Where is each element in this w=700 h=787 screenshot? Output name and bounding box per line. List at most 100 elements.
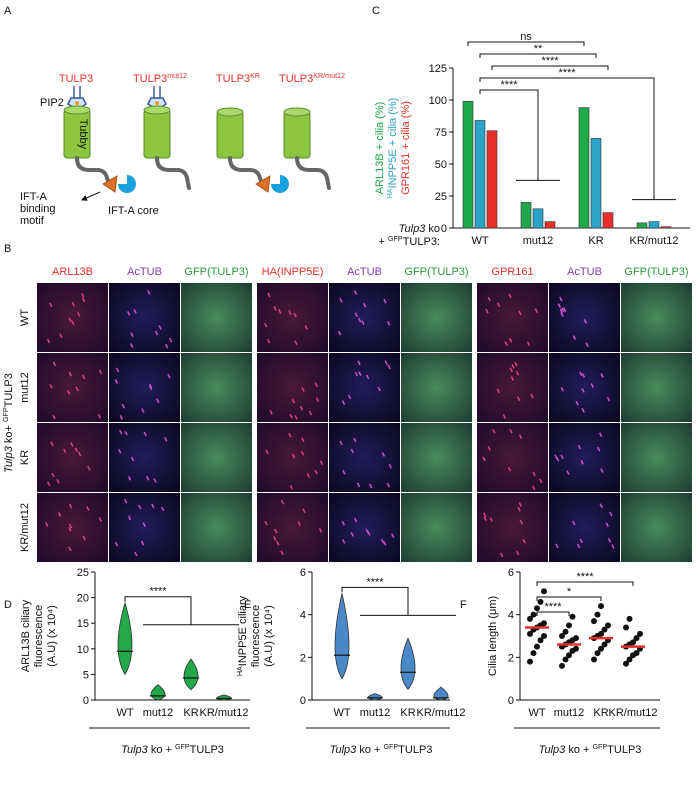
- n-terminal-tail: [75, 156, 331, 190]
- micrograph: [401, 283, 472, 352]
- data-point: [598, 603, 604, 610]
- significance-label: ****: [366, 576, 384, 588]
- cilium: [509, 428, 513, 434]
- cilium: [511, 363, 515, 369]
- motif-label: binding: [20, 203, 55, 215]
- column-header: GFP(TULP3): [184, 266, 248, 278]
- column-header: GFP(TULP3): [624, 266, 688, 278]
- violin: [216, 694, 232, 701]
- construct-label: TULP3KR/mut12: [279, 72, 345, 85]
- data-point: [559, 633, 565, 639]
- cilium: [577, 444, 582, 450]
- text-part: TULP3:: [403, 236, 440, 248]
- significance-bracket: [479, 89, 539, 181]
- cilium: [380, 539, 385, 544]
- cilium: [391, 533, 395, 539]
- y-axis-label: (A.U) (x 10⁴): [263, 605, 275, 667]
- cilium: [357, 360, 361, 366]
- cilium: [158, 325, 162, 330]
- data-point: [534, 605, 540, 612]
- x-tick-label: WT: [116, 707, 133, 719]
- micrograph: [37, 353, 108, 422]
- cilium: [358, 371, 362, 377]
- text-part: TULP3: [190, 744, 224, 756]
- micrograph: [37, 423, 108, 492]
- text-part: GFP: [383, 743, 398, 751]
- micrograph: [477, 283, 548, 352]
- data-point: [598, 630, 604, 637]
- cilium: [293, 312, 297, 318]
- micrograph: [621, 423, 692, 492]
- data-point: [626, 615, 633, 622]
- cilium: [356, 482, 361, 488]
- cilium: [306, 473, 310, 478]
- x-tick-label: WT: [528, 707, 545, 719]
- text-part: GPR161 + cilia (%): [400, 101, 412, 195]
- data-point: [527, 658, 533, 665]
- text-part: fluorescence: [250, 605, 262, 667]
- cilium: [572, 335, 577, 340]
- side-label: Tulp3 ko+ GFPTULP3: [2, 373, 15, 473]
- data-point: [566, 622, 572, 629]
- cilium: [318, 527, 323, 533]
- cilium: [280, 499, 285, 505]
- cilium: [127, 515, 132, 521]
- cilium: [504, 341, 508, 346]
- y-axis-label: HAINPP5E ciliary: [236, 595, 249, 676]
- cilium: [386, 482, 390, 488]
- text-part: KR/mut12: [313, 72, 345, 80]
- text-part: HA: [386, 188, 394, 198]
- cilium: [514, 361, 518, 367]
- data-point: [537, 637, 544, 644]
- cilium: [127, 476, 132, 481]
- ift-a-binding-motif: [102, 175, 271, 193]
- text-part: KR: [250, 72, 260, 80]
- significance-bracket: [341, 586, 409, 616]
- cilium: [288, 310, 292, 315]
- cilium: [350, 448, 354, 454]
- text-part: GFP: [388, 235, 403, 243]
- cilium: [339, 297, 343, 303]
- legend-label: GPR161 + cilia (%): [400, 101, 412, 195]
- data-point: [623, 624, 629, 631]
- y-axis-label: Cilia length (μm): [487, 596, 499, 676]
- cilium: [598, 432, 603, 438]
- significance-bracket: [491, 65, 609, 70]
- cilium: [485, 308, 489, 314]
- y-tick-label: 5: [83, 669, 89, 681]
- cilium: [273, 305, 277, 311]
- text-part: ko: [425, 223, 440, 235]
- micrograph: [109, 353, 180, 422]
- cilium: [288, 432, 292, 438]
- cilium: [361, 320, 365, 325]
- text-part: TULP3: [133, 73, 167, 85]
- cilium: [74, 447, 78, 453]
- cilium: [522, 538, 526, 544]
- cilium: [581, 388, 585, 393]
- cilium: [273, 536, 277, 541]
- y-tick-label: 125: [429, 63, 447, 75]
- domain-label: Tubby: [77, 119, 89, 150]
- bar: [590, 138, 602, 229]
- cilium: [483, 516, 487, 521]
- data-point: [569, 613, 576, 620]
- cilium: [566, 470, 570, 475]
- cilium: [353, 437, 357, 443]
- cilium: [354, 312, 358, 318]
- significance-bracket: [536, 611, 570, 616]
- y-tick-label: 2: [300, 652, 306, 664]
- cilium: [510, 376, 515, 381]
- cilium: [487, 446, 491, 451]
- cilium: [71, 302, 76, 307]
- cilium: [515, 370, 520, 376]
- cilium: [148, 385, 153, 391]
- x-tick-label: KR: [183, 707, 198, 719]
- data-point: [637, 630, 643, 637]
- cilium: [369, 483, 373, 489]
- pip2-icon: [67, 86, 167, 109]
- pip2-label: PIP2: [40, 97, 64, 109]
- cilium: [114, 541, 119, 547]
- cilium: [289, 413, 293, 419]
- micrograph: [181, 423, 252, 492]
- significance-label: ****: [576, 571, 594, 583]
